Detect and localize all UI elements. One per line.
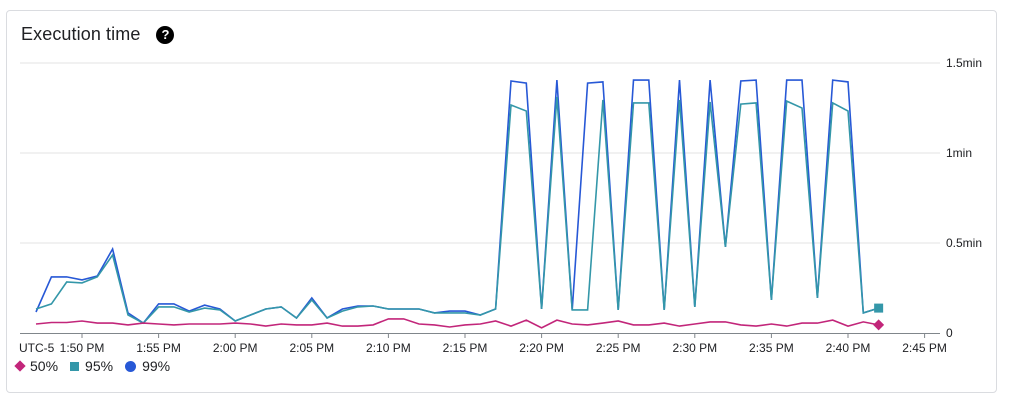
y-tick-label: 0 [946,326,953,340]
card-header: Execution time ? [21,24,175,45]
chart-legend: 50% 95% 99% [14,358,182,374]
series-end-markers [873,303,885,331]
x-tick-label: 2:15 PM [443,341,488,355]
y-axis-labels: 0 0.5min 1min 1.5min [946,56,982,340]
legend-item-99pct[interactable]: 99% [125,358,170,374]
x-tick-label: 2:20 PM [519,341,564,355]
execution-time-card: Execution time ? [6,10,997,393]
x-tick-label: 2:40 PM [826,341,871,355]
x-tick-label: 2:45 PM [902,341,947,355]
x-axis: UTC-5 1:50 PM 1:55 PM 2:00 PM 2:05 PM 2:10 PM… [19,333,947,355]
help-icon[interactable]: ? [156,25,175,44]
legend-item-95pct[interactable]: 95% [70,358,113,374]
x-tick-label: 1:55 PM [136,341,181,355]
legend-label: 95% [85,358,114,374]
x-tick-label: 2:35 PM [749,341,794,355]
series-line-99pct [35,79,879,325]
series-line-50pct [35,318,879,329]
diamond-icon [14,360,26,372]
chart-title: Execution time [21,24,141,44]
y-tick-label: 0.5min [946,236,982,250]
legend-label: 99% [142,358,171,374]
x-tick-label: 2:05 PM [289,341,334,355]
square-icon [70,361,80,371]
y-tick-label: 1.5min [946,56,982,70]
gridlines [20,62,940,244]
series-line-95pct [35,96,879,325]
legend-item-50pct[interactable]: 50% [14,358,58,374]
timezone-label: UTC-5 [19,341,55,355]
x-tick-label: 2:30 PM [672,341,717,355]
x-tick-label: 2:25 PM [596,341,641,355]
p95-end-marker [874,303,884,313]
x-tick-label: 2:10 PM [366,341,411,355]
x-tick-label: 2:00 PM [213,341,258,355]
series-lines [35,79,879,329]
y-tick-label: 1min [946,146,972,160]
p50-end-marker [873,319,885,331]
legend-label: 50% [30,358,59,374]
circle-icon [125,360,137,372]
x-tick-label: 1:50 PM [60,341,105,355]
